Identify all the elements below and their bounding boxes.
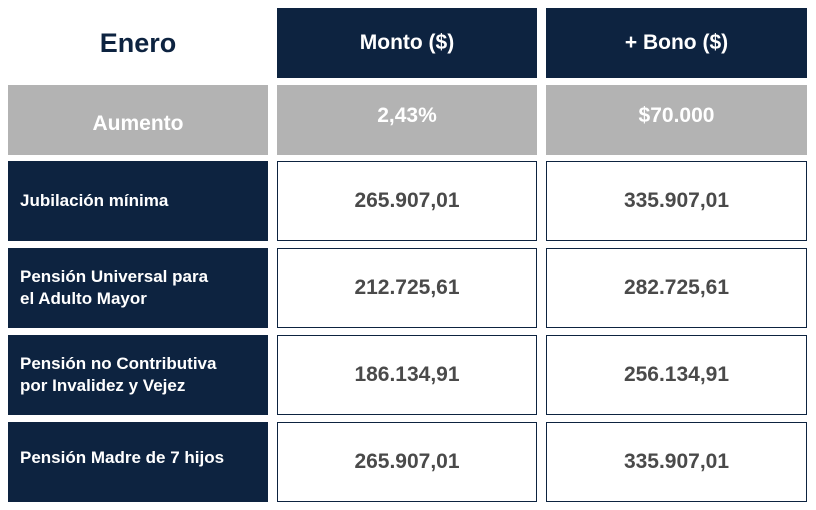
row-with-bonus: 256.134,91 bbox=[623, 363, 730, 386]
row-amount-cell: 212.725,61 bbox=[277, 248, 537, 328]
increase-percent: 2,43% bbox=[377, 104, 437, 127]
bonus-column-label: + Bono ($) bbox=[624, 31, 729, 54]
row-with-bonus: 282.725,61 bbox=[623, 276, 730, 299]
increase-label-cell: Aumento bbox=[8, 85, 268, 155]
row-amount: 265.907,01 bbox=[354, 189, 460, 212]
bonus-column-header: + Bono ($) bbox=[546, 8, 807, 78]
row-bonus-cell: 282.725,61 bbox=[546, 248, 807, 328]
row-label-line1: Pensión no Contributiva bbox=[20, 354, 217, 373]
increase-percent-cell: 2,43% bbox=[277, 85, 537, 155]
row-bonus-cell: 335.907,01 bbox=[546, 422, 807, 502]
row-label-cell: Pensión Madre de 7 hijos bbox=[8, 422, 268, 502]
row-label-cell: Pensión Universal para el Adulto Mayor bbox=[8, 248, 268, 328]
increase-label: Aumento bbox=[92, 112, 184, 135]
row-label: Pensión Universal para el Adulto Mayor bbox=[20, 266, 208, 310]
row-bonus-cell: 335.907,01 bbox=[546, 161, 807, 241]
row-label: Pensión Madre de 7 hijos bbox=[20, 447, 224, 469]
row-amount-cell: 265.907,01 bbox=[277, 161, 537, 241]
row-label-line2: por Invalidez y Vejez bbox=[20, 376, 186, 395]
increase-bonus-cell: $70.000 bbox=[546, 85, 807, 155]
row-amount-cell: 265.907,01 bbox=[277, 422, 537, 502]
amount-column-header: Monto ($) bbox=[277, 8, 537, 78]
row-label-line1: Pensión Madre de 7 hijos bbox=[20, 448, 225, 467]
month-title: Enero bbox=[99, 27, 177, 58]
row-amount: 265.907,01 bbox=[354, 450, 460, 473]
row-amount: 212.725,61 bbox=[354, 276, 460, 299]
increase-bonus: $70.000 bbox=[638, 104, 715, 127]
row-label-cell: Jubilación mínima bbox=[8, 161, 268, 241]
row-amount-cell: 186.134,91 bbox=[277, 335, 537, 415]
row-label: Jubilación mínima bbox=[20, 190, 168, 212]
row-amount: 186.134,91 bbox=[354, 363, 460, 386]
row-label-line1: Pensión Universal para bbox=[20, 267, 209, 286]
row-label-cell: Pensión no Contributiva por Invalidez y … bbox=[8, 335, 268, 415]
row-with-bonus: 335.907,01 bbox=[623, 189, 730, 212]
row-label-line1: Jubilación mínima bbox=[20, 191, 169, 210]
month-title-cell: Enero bbox=[8, 8, 268, 78]
row-label: Pensión no Contributiva por Invalidez y … bbox=[20, 353, 216, 397]
amount-column-label: Monto ($) bbox=[359, 31, 455, 54]
row-label-line2: el Adulto Mayor bbox=[20, 289, 147, 308]
row-with-bonus: 335.907,01 bbox=[623, 450, 730, 473]
row-bonus-cell: 256.134,91 bbox=[546, 335, 807, 415]
